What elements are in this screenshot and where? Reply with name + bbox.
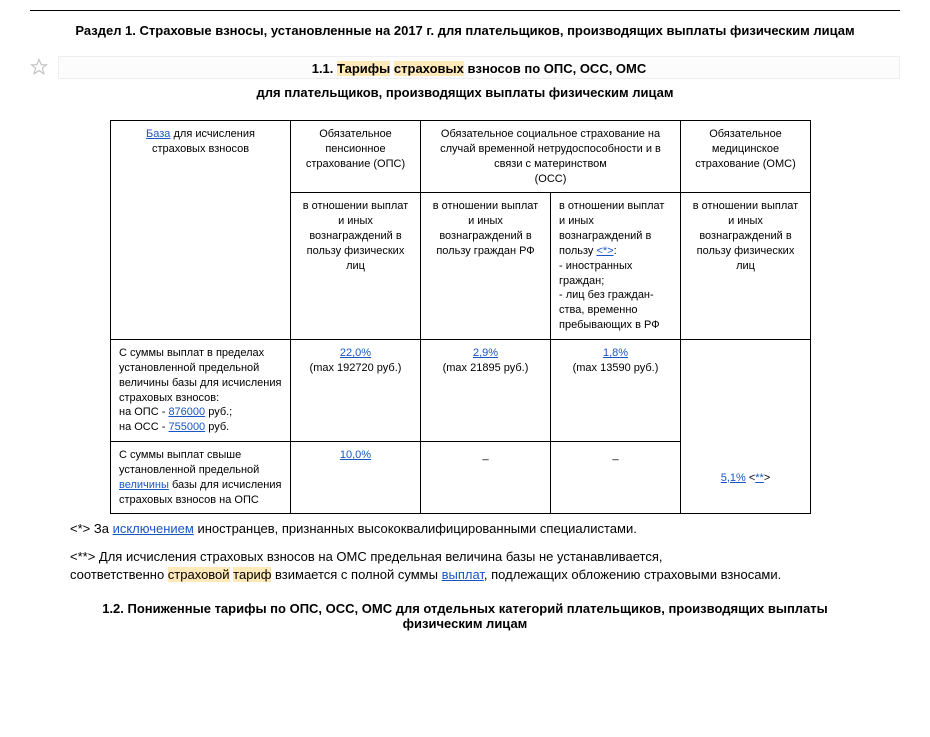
link-18pct[interactable]: 1,8% [603,347,628,359]
cell-10: 10,0% [291,442,421,514]
link-isklyucheniem[interactable]: исключением [113,521,194,536]
link-10pct[interactable]: 10,0% [340,449,371,461]
star-icon[interactable] [30,58,48,76]
table-header-row-1: База для исчисления страховых взносов Об… [111,121,811,193]
section-1-2-title: 1.2. Пониженные тарифы по ОПС, ОСС, ОМС … [70,601,860,631]
th-ops: Обязательное пенсионное страхование (ОПС… [291,121,421,193]
link-22pct[interactable]: 22,0% [340,347,371,359]
cell-51: 5,1% <**> [681,339,811,513]
table-row-within-limit: С суммы выплат в пределах установленной … [111,339,811,441]
th-oss: Обязательное социальное страхование на с… [421,121,681,193]
subsection-heading: 1.1. Тарифы страховых взносов по ОПС, ОС… [58,56,900,79]
cell-above-base: С суммы выплат свыше установленной преде… [111,442,291,514]
subsection-row: 1.1. Тарифы страховых взносов по ОПС, ОС… [30,56,900,79]
th2-oss-foreign: в отношении выплат и иных вознаграждений… [551,193,681,340]
cell-within-base: С суммы выплат в пределах установленной … [111,339,291,441]
hl-strahovoi: страховой [168,567,230,582]
hl-strahovyh: страховых [394,61,464,76]
footnote-2: <**> Для исчисления страховых взносов на… [70,548,850,583]
hl-tarify: Тарифы [337,61,390,76]
bookmark-col [30,56,58,76]
sub-prefix: 1.1. [312,61,337,76]
section-1-title: Раздел 1. Страховые взносы, установленны… [30,23,900,38]
cell-dash-2: _ [551,442,681,514]
subsection-line2: для плательщиков, производящих выплаты ф… [30,83,900,112]
link-51pct[interactable]: 5,1% [721,472,746,484]
link-baza[interactable]: База [146,128,170,140]
link-29pct[interactable]: 2,9% [473,347,498,359]
sub-tail: по ОПС, ОСС, ОМС [521,61,647,76]
cell-dash-1: _ [421,442,551,514]
top-divider [30,10,900,11]
th2-oms: в отношении выплат и иных вознаграждений… [681,193,811,340]
th2-ops: в отношении выплат и иных вознаграждений… [291,193,421,340]
link-vyplat[interactable]: выплат [442,567,484,582]
cell-22: 22,0% (max 192720 руб.) [291,339,421,441]
link-doublestar-ref[interactable]: ** [755,472,764,484]
cell-29: 2,9% (max 21895 руб.) [421,339,551,441]
link-755000[interactable]: 755000 [168,421,205,433]
th2-oss-rf: в отношении выплат и иных вознаграждений… [421,193,551,340]
th-oms: Обязательное медицинское страхование (ОМ… [681,121,811,193]
link-876000[interactable]: 876000 [168,406,205,418]
sub-plain: взносов [467,61,520,76]
hl-tarif: тариф [233,567,271,582]
th-base: База для исчисления страховых взносов [111,121,291,340]
cell-18: 1,8% (max 13590 руб.) [551,339,681,441]
link-velichiny[interactable]: величины [119,479,169,491]
tariffs-table: База для исчисления страховых взносов Об… [110,120,811,514]
footnote-1: <*> За исключением иностранцев, признанн… [70,520,850,538]
link-star-ref[interactable]: <*> [596,245,613,257]
